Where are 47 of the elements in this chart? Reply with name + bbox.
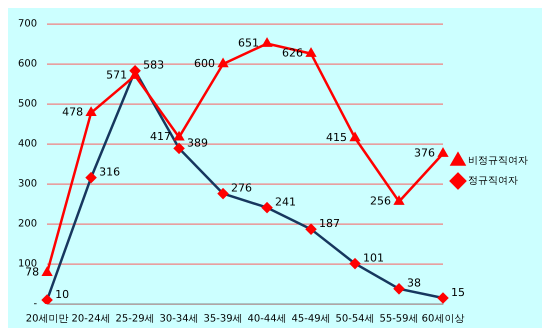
data-label: 101 bbox=[363, 251, 384, 264]
x-tick-label: 30-34세 bbox=[160, 314, 199, 325]
y-tick-label: 300 bbox=[18, 178, 38, 190]
data-label: 10 bbox=[55, 288, 70, 301]
data-label: 187 bbox=[319, 217, 340, 230]
data-label: 600 bbox=[194, 56, 216, 70]
x-tick-label: 35-39세 bbox=[204, 314, 243, 325]
x-tick-label: 40-44세 bbox=[248, 314, 287, 325]
point bbox=[218, 58, 228, 68]
point bbox=[262, 38, 272, 47]
point bbox=[174, 132, 184, 140]
legend-label: 비정규직여자 bbox=[468, 156, 528, 167]
point bbox=[86, 108, 96, 116]
data-label: 478 bbox=[62, 106, 84, 119]
data-label: 626 bbox=[282, 46, 304, 60]
x-tick-label: 60세이상 bbox=[422, 314, 464, 325]
data-label: 417 bbox=[150, 130, 172, 144]
y-tick-label: 500 bbox=[18, 98, 38, 110]
data-label: 15 bbox=[451, 286, 465, 299]
y-tick-label: 400 bbox=[18, 138, 38, 150]
x-tick-label: 20-24세 bbox=[72, 314, 111, 325]
point bbox=[350, 132, 360, 142]
data-label: 38 bbox=[407, 276, 422, 290]
point bbox=[306, 48, 316, 57]
data-label: 415 bbox=[326, 130, 348, 144]
y-tick-label: 600 bbox=[18, 58, 38, 70]
point bbox=[438, 148, 448, 157]
data-label: 276 bbox=[231, 181, 252, 194]
data-label: 241 bbox=[275, 195, 296, 208]
legend-label: 정규직여자 bbox=[468, 176, 518, 187]
data-label: 376 bbox=[414, 146, 435, 160]
data-label: 256 bbox=[370, 194, 392, 208]
point bbox=[394, 196, 404, 205]
point bbox=[42, 268, 52, 276]
x-tick-label: 45-49세 bbox=[292, 314, 331, 325]
data-label: 389 bbox=[187, 136, 208, 150]
data-label: 316 bbox=[99, 165, 120, 178]
x-tick-label: 50-54세 bbox=[335, 314, 375, 325]
y-tick-label: - bbox=[33, 298, 38, 310]
y-tick-label: 200 bbox=[18, 218, 38, 230]
x-tick-label: 55-59세 bbox=[379, 314, 419, 325]
y-tick-label: 700 bbox=[18, 18, 38, 30]
data-label: 571 bbox=[106, 68, 128, 82]
x-tick-label: 20세미만 bbox=[26, 314, 68, 325]
x-tick-label: 25-29세 bbox=[116, 314, 155, 325]
data-label: 651 bbox=[238, 36, 260, 50]
data-label: 583 bbox=[143, 58, 164, 72]
